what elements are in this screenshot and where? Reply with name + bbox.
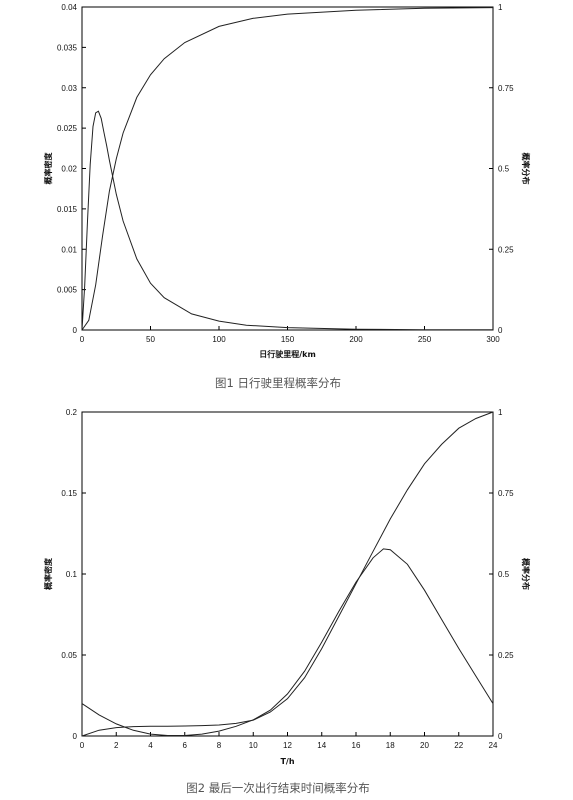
- y-tick-label: 0.1: [66, 570, 78, 579]
- y2-tick-label: 1: [498, 408, 503, 417]
- y2-tick-label: 0: [498, 732, 503, 741]
- x-tick-label: 8: [217, 741, 222, 750]
- x-tick-label: 20: [420, 741, 429, 750]
- x-tick-label: 100: [212, 335, 226, 344]
- y2-axis-label: 概率分布: [521, 558, 531, 590]
- x-tick-label: 10: [249, 741, 258, 750]
- x-tick-label: 18: [386, 741, 395, 750]
- y-tick-label: 0.02: [61, 165, 77, 174]
- plot-frame: [81, 411, 494, 737]
- x-tick-label: 300: [486, 335, 500, 344]
- y-tick-label: 0.01: [61, 245, 77, 254]
- y-tick-label: 0.15: [61, 489, 77, 498]
- probability-density-curve: [81, 548, 494, 736]
- y-tick-label: 0.2: [66, 408, 78, 417]
- y-axis-label: 概率密度: [43, 152, 53, 185]
- y-tick-label: 0.035: [57, 43, 78, 52]
- y2-tick-label: 0.75: [498, 489, 514, 498]
- chart-caption: 图2 最后一次出行结束时间概率分布: [186, 781, 369, 795]
- x-tick-label: 14: [317, 741, 326, 750]
- x-tick-label: 250: [418, 335, 432, 344]
- y-tick-label: 0.03: [61, 84, 77, 93]
- y-tick-label: 0.05: [61, 651, 77, 660]
- x-tick-label: 200: [349, 335, 363, 344]
- chart-caption: 图1 日行驶里程概率分布: [215, 376, 341, 390]
- y-tick-label: 0.015: [57, 205, 78, 214]
- chart-daily-mileage: 0 50 100 150 200 250 30000.0050.010.0150.020.0…: [43, 3, 531, 390]
- plot-frame: [81, 6, 494, 331]
- x-tick-label: 6: [183, 741, 188, 750]
- x-tick-label: 4: [148, 741, 153, 750]
- y-tick-label: 0: [73, 732, 78, 741]
- y2-tick-label: 0.25: [498, 651, 514, 660]
- cumulative-distribution-curve: [81, 7, 494, 331]
- x-tick-label: 50: [146, 335, 155, 344]
- y-tick-label: 0: [73, 326, 78, 335]
- x-tick-label: 16: [352, 741, 361, 750]
- x-tick-label: 0: [80, 741, 85, 750]
- x-axis-label: T/h: [280, 757, 294, 766]
- y2-tick-label: 0.5: [498, 165, 510, 174]
- cumulative-distribution-curve: [81, 411, 494, 737]
- y2-tick-label: 0: [498, 326, 503, 335]
- x-tick-label: 2: [114, 741, 119, 750]
- y2-tick-label: 1: [498, 3, 503, 12]
- x-tick-label: 22: [454, 741, 463, 750]
- y-tick-label: 0.005: [57, 286, 78, 295]
- probability-density-curve: [81, 110, 494, 331]
- x-tick-label: 0: [80, 335, 85, 344]
- y2-axis-label: 概率分布: [521, 153, 531, 185]
- y-tick-label: 0.025: [57, 124, 78, 133]
- x-tick-label: 150: [281, 335, 295, 344]
- y-tick-label: 0.04: [61, 3, 77, 12]
- y2-tick-label: 0.5: [498, 570, 510, 579]
- y2-tick-label: 0.25: [498, 245, 514, 254]
- x-tick-label: 12: [283, 741, 292, 750]
- y-axis-label: 概率密度: [43, 557, 53, 590]
- x-tick-label: 24: [489, 741, 498, 750]
- x-axis-label: 日行驶里程/km: [259, 349, 316, 359]
- chart-last-trip-end-time: 0 2 4 6 8 10 12 14 16 18 20 22 2400.050.10.150.200.2…: [43, 408, 531, 795]
- y2-tick-label: 0.75: [498, 84, 514, 93]
